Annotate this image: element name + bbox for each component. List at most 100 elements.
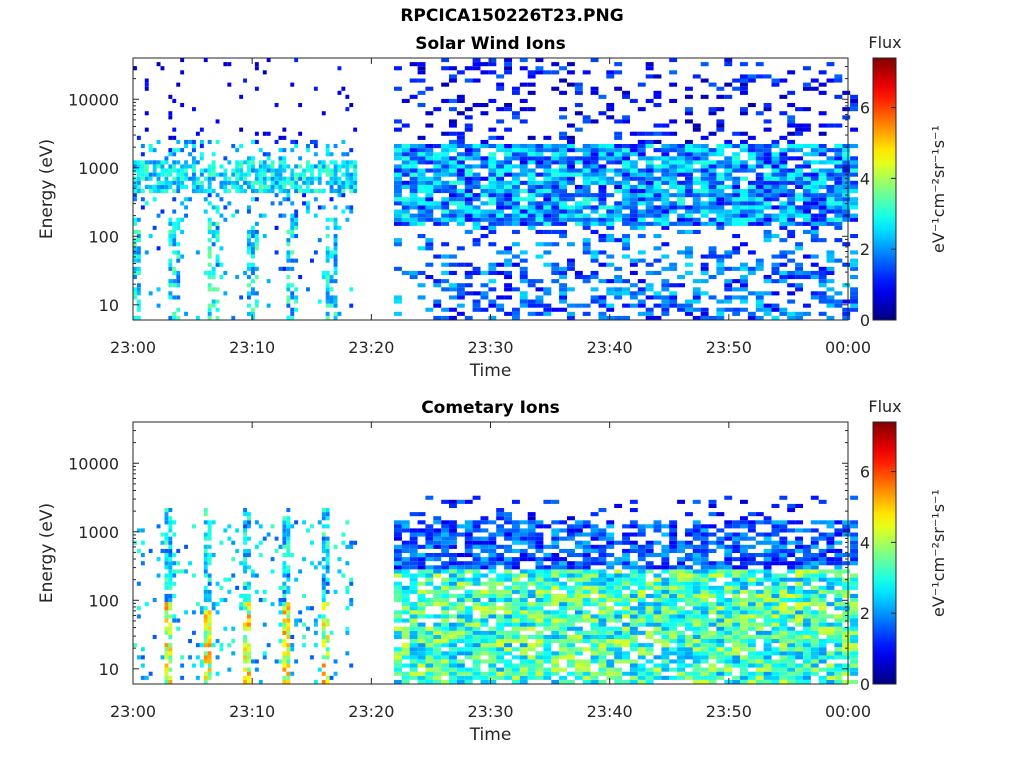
heatmap-cell bbox=[156, 180, 161, 185]
heatmap-cell bbox=[535, 172, 544, 177]
heatmap-cell bbox=[795, 172, 803, 177]
heatmap-cell bbox=[763, 553, 772, 558]
heatmap-cell bbox=[449, 569, 457, 574]
heatmap-cell bbox=[732, 598, 741, 603]
heatmap-cell bbox=[747, 197, 756, 202]
heatmap-cell bbox=[716, 201, 725, 206]
heatmap-cell bbox=[337, 168, 342, 173]
heatmap-cell bbox=[637, 303, 646, 308]
heatmap-cell bbox=[708, 295, 717, 300]
heatmap-cell bbox=[176, 139, 181, 144]
heatmap-cell bbox=[708, 189, 717, 194]
heatmap-cell bbox=[274, 250, 279, 255]
heatmap-cell bbox=[302, 168, 306, 173]
heatmap-cell bbox=[195, 643, 200, 648]
heatmap-cell bbox=[677, 164, 685, 169]
heatmap-cell bbox=[574, 540, 583, 545]
heatmap-cell bbox=[519, 598, 528, 603]
heatmap-cell bbox=[433, 659, 442, 664]
heatmap-cell bbox=[401, 123, 410, 128]
heatmap-cell bbox=[826, 279, 835, 284]
heatmap-cell bbox=[826, 160, 835, 165]
heatmap-cell bbox=[302, 172, 306, 177]
heatmap-cell bbox=[223, 184, 228, 189]
heatmap-cell bbox=[787, 671, 796, 676]
heatmap-cell bbox=[512, 184, 520, 189]
heatmap-cell bbox=[417, 270, 426, 275]
heatmap-cell bbox=[472, 659, 481, 664]
heatmap-cell bbox=[771, 593, 780, 598]
heatmap-cell bbox=[787, 205, 796, 210]
heatmap-cell bbox=[795, 561, 803, 566]
heatmap-cell bbox=[692, 639, 701, 644]
heatmap-cell bbox=[567, 209, 575, 214]
heatmap-cell bbox=[156, 164, 161, 169]
heatmap-cell bbox=[472, 66, 481, 71]
heatmap-cell bbox=[472, 626, 481, 631]
heatmap-cell bbox=[417, 189, 426, 194]
heatmap-cell bbox=[160, 540, 165, 545]
heatmap-cell bbox=[247, 238, 251, 243]
heatmap-cell bbox=[567, 258, 575, 263]
heatmap-cell bbox=[223, 577, 228, 582]
heatmap-cell bbox=[740, 610, 748, 615]
heatmap-cell bbox=[629, 577, 638, 582]
heatmap-cell bbox=[787, 585, 796, 590]
heatmap-cell bbox=[282, 213, 287, 218]
heatmap-cell bbox=[590, 275, 599, 280]
heatmap-cell bbox=[333, 189, 338, 194]
heatmap-cell bbox=[302, 180, 306, 185]
heatmap-cell bbox=[763, 234, 772, 239]
heatmap-cell bbox=[740, 131, 748, 136]
heatmap-cell bbox=[661, 193, 670, 198]
heatmap-cell bbox=[243, 585, 247, 590]
heatmap-cell bbox=[763, 144, 772, 149]
heatmap-cell bbox=[199, 144, 204, 149]
heatmap-cell bbox=[669, 618, 678, 623]
heatmap-cell bbox=[574, 156, 583, 161]
heatmap-cell bbox=[425, 553, 434, 558]
heatmap-cell bbox=[512, 209, 520, 214]
heatmap-cell bbox=[441, 548, 450, 553]
heatmap-cell bbox=[708, 639, 717, 644]
heatmap-cell bbox=[425, 123, 434, 128]
heatmap-cell bbox=[724, 283, 733, 288]
heatmap-cell bbox=[779, 622, 788, 627]
heatmap-cell bbox=[700, 643, 709, 648]
heatmap-cell bbox=[472, 544, 481, 549]
heatmap-cell bbox=[235, 209, 240, 214]
heatmap-cell bbox=[724, 193, 733, 198]
heatmap-cell bbox=[747, 581, 756, 586]
heatmap-cell bbox=[653, 315, 662, 320]
heatmap-cell bbox=[239, 593, 244, 598]
heatmap-cell bbox=[294, 299, 299, 304]
heatmap-cell bbox=[755, 258, 764, 263]
heatmap-cell bbox=[504, 602, 512, 607]
heatmap-cell bbox=[535, 639, 544, 644]
heatmap-cell bbox=[779, 520, 788, 525]
heatmap-cell bbox=[211, 176, 216, 181]
heatmap-cell bbox=[152, 189, 157, 194]
heatmap-cell bbox=[779, 573, 788, 578]
heatmap-cell bbox=[353, 127, 358, 132]
heatmap-cell bbox=[590, 548, 599, 553]
heatmap-cell bbox=[637, 201, 646, 206]
heatmap-cell bbox=[535, 651, 544, 656]
heatmap-cell bbox=[724, 307, 733, 312]
heatmap-cell bbox=[333, 254, 338, 259]
heatmap-cell bbox=[842, 115, 851, 120]
heatmap-cell bbox=[441, 262, 450, 267]
heatmap-cell bbox=[164, 655, 169, 660]
heatmap-cell bbox=[574, 602, 583, 607]
heatmap-cell bbox=[795, 589, 803, 594]
heatmap-cell bbox=[349, 287, 354, 292]
heatmap-cell bbox=[763, 184, 772, 189]
heatmap-cell bbox=[321, 606, 326, 611]
heatmap-cell bbox=[282, 565, 287, 570]
heatmap-cell bbox=[629, 283, 638, 288]
heatmap-cell bbox=[333, 250, 338, 255]
heatmap-cell bbox=[144, 176, 149, 181]
heatmap-cell bbox=[195, 180, 200, 185]
heatmap-cell bbox=[270, 524, 275, 529]
heatmap-cell bbox=[755, 160, 764, 165]
